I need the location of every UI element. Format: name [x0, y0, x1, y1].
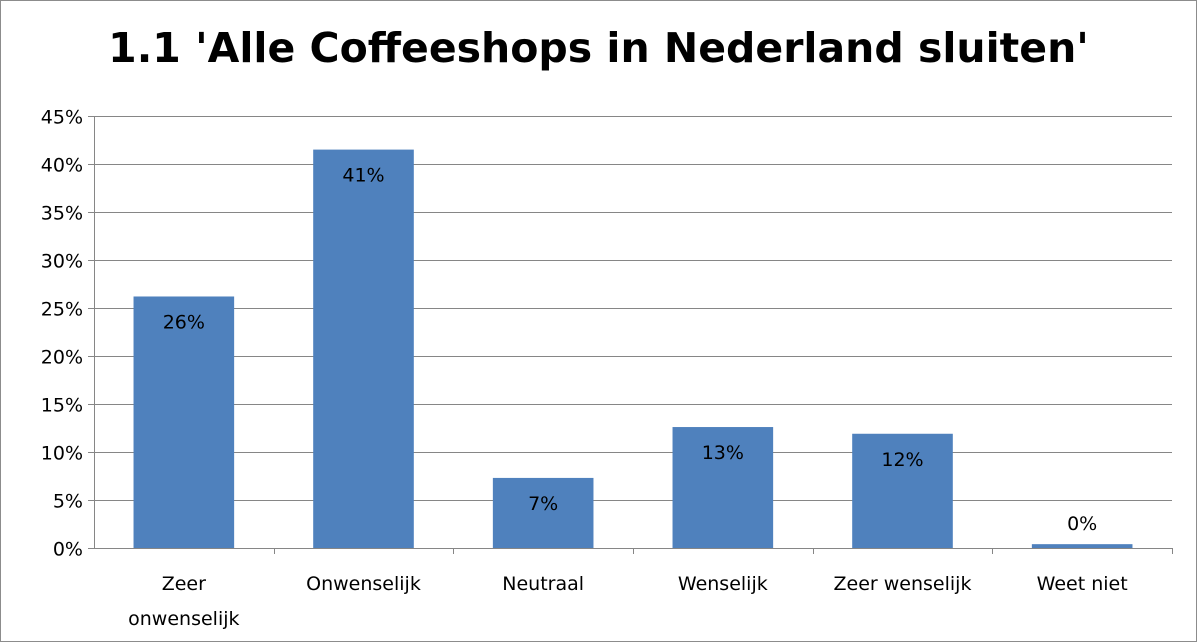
x-tick-label: Onwenselijk — [306, 573, 421, 595]
bar — [852, 433, 953, 548]
y-tick-label: 45% — [41, 107, 83, 129]
y-tick-label: 25% — [41, 299, 83, 321]
bar — [313, 149, 414, 548]
bar — [133, 296, 235, 548]
y-tick-label: 5% — [53, 491, 83, 513]
data-label: 26% — [163, 311, 205, 333]
chart-title: 1.1 'Alle Coffeeshops in Nederland sluit… — [108, 24, 1089, 72]
x-tick-label: Zeer wenselijk — [834, 573, 972, 595]
y-tick-label: 15% — [41, 395, 83, 417]
x-tick-label: Zeer onwenselijk — [128, 573, 239, 630]
data-label: 41% — [342, 165, 384, 187]
y-tick-label: 40% — [41, 155, 83, 177]
y-tick-label: 10% — [41, 443, 83, 465]
data-label: 7% — [528, 493, 558, 515]
data-label: 13% — [702, 442, 744, 464]
data-label: 0% — [1067, 513, 1097, 535]
x-tick-label: Neutraal — [502, 573, 584, 595]
data-label: 12% — [881, 449, 923, 471]
x-tick-label: Weet niet — [1037, 573, 1128, 595]
bar — [1031, 544, 1133, 548]
gridlines — [88, 116, 1173, 554]
y-tick-label: 35% — [41, 203, 83, 225]
y-tick-label: 30% — [41, 251, 83, 273]
bar — [492, 477, 594, 548]
x-tick-label: Wenselijk — [678, 573, 768, 595]
bars — [133, 149, 1133, 548]
labels: 0% 5% 10% 15% 20% 25% 30% 35% 40% 45% 26% Zeer onwen… — [41, 107, 1128, 631]
bar — [672, 427, 774, 548]
y-tick-label: 0% — [53, 539, 83, 561]
y-tick-label: 20% — [41, 347, 83, 369]
